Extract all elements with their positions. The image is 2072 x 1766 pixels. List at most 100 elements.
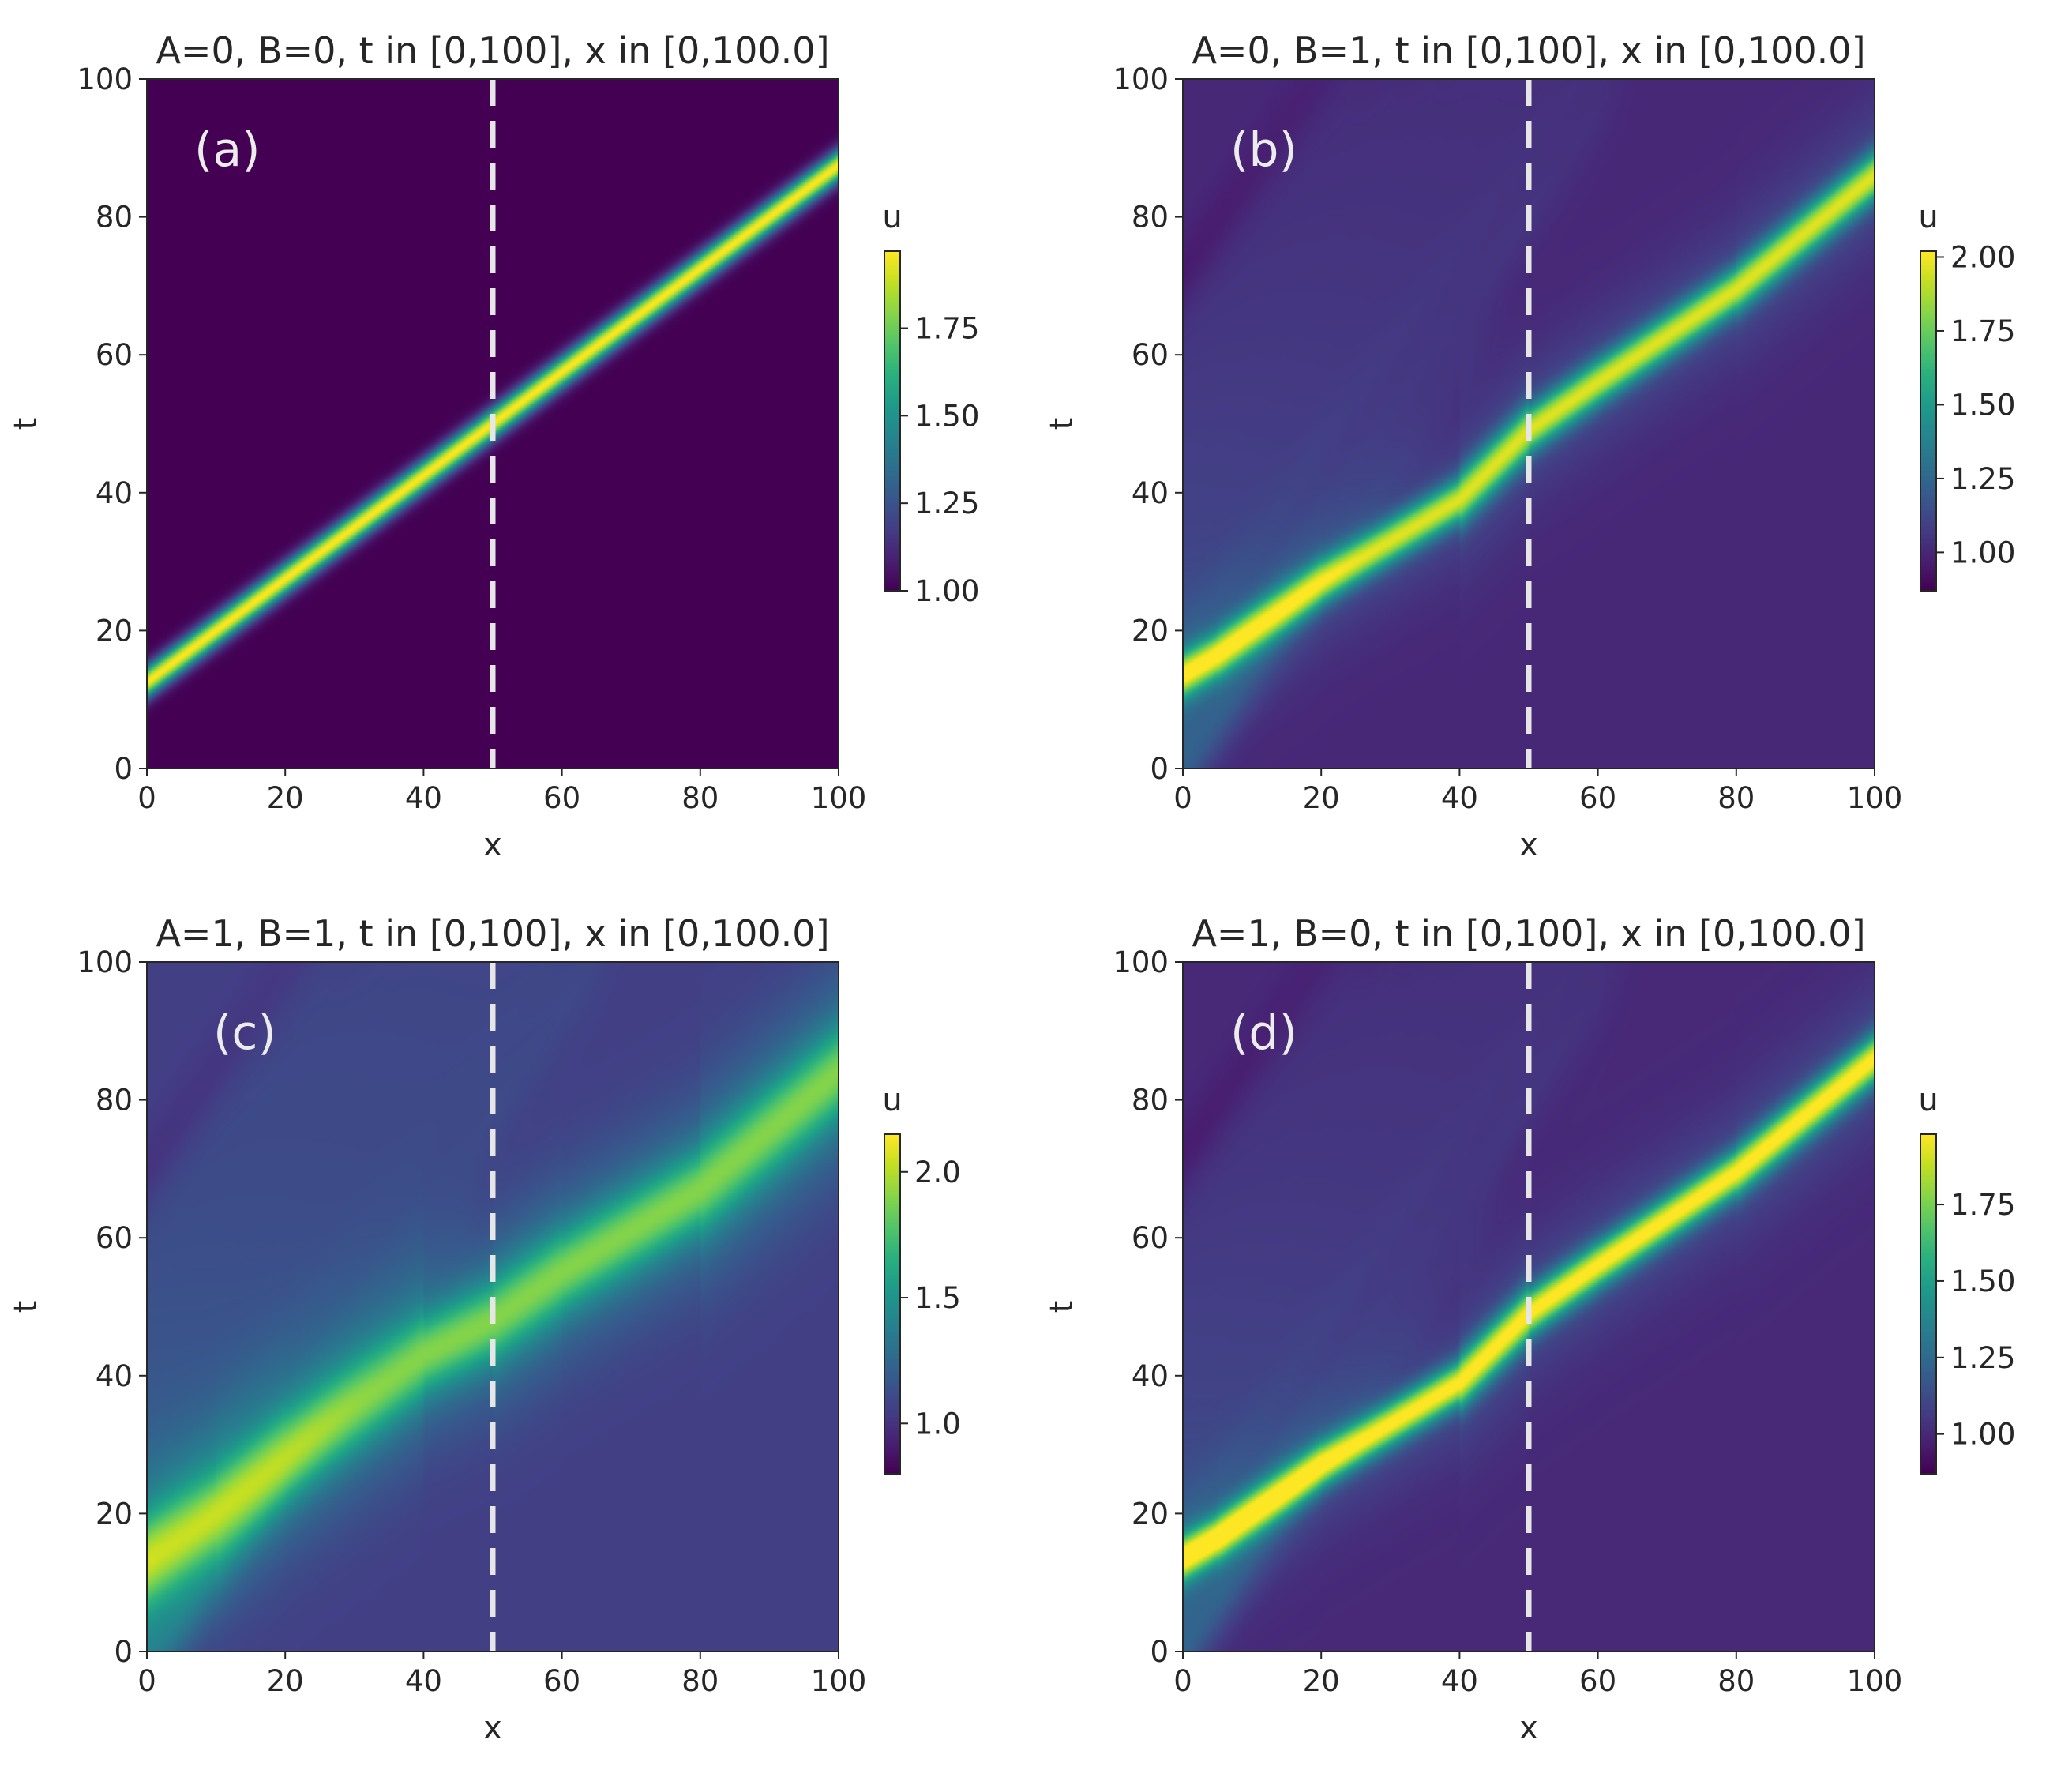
y-tick-label: 0 [114, 752, 133, 786]
colorbar-tick-label: 1.50 [914, 399, 979, 433]
x-axis-label: x [1519, 1710, 1538, 1746]
colorbar-tick-label: 1.75 [914, 312, 979, 346]
colorbar-tick-label: 1.25 [1950, 1341, 2015, 1375]
colorbar-label: u [882, 1082, 902, 1118]
colorbar-tick-label: 1.00 [1950, 535, 2015, 569]
x-tick-label: 20 [267, 1664, 304, 1698]
y-tick-label: 0 [1150, 1635, 1169, 1669]
y-tick-label: 40 [1132, 1359, 1169, 1393]
y-tick-label: 100 [1113, 945, 1169, 979]
colorbar-tick-label: 1.75 [1950, 314, 2015, 348]
colorbar-tick-label: 1.50 [1950, 388, 2015, 422]
colorbar-frame [1920, 250, 1937, 592]
colorbar-tick-label: 1.5 [914, 1281, 961, 1315]
colorbar-tick-label: 2.0 [914, 1155, 961, 1189]
colorbar-tick-label: 1.00 [1950, 1418, 2015, 1452]
colorbar-tick-label: 2.00 [1950, 240, 2015, 274]
y-tick-label: 20 [1132, 1497, 1169, 1531]
chart-svg-d: A=1, B=0, t in [0,100], x in [0,100.0] (d… [1044, 912, 2015, 1746]
chart-svg-a: A=0, B=0, t in [0,100], x in [0,100.0] (a… [8, 29, 979, 863]
chart-title: A=0, B=0, t in [0,100], x in [0,100.0] [156, 29, 829, 72]
colorbar-label: u [1918, 1082, 1938, 1118]
colorbar-label: u [882, 199, 902, 235]
x-axis-label: x [1519, 827, 1538, 863]
x-tick-label: 0 [1173, 781, 1192, 815]
y-axis-label: t [1044, 1301, 1080, 1313]
x-tick-label: 100 [1847, 781, 1903, 815]
x-tick-label: 60 [1579, 1664, 1616, 1698]
x-tick-label: 0 [1173, 1664, 1192, 1698]
panel-label: (b) [1230, 122, 1297, 178]
colorbar-tick-label: 1.00 [914, 574, 979, 608]
x-tick-label: 80 [681, 781, 719, 815]
plot-frame [146, 961, 839, 1652]
colorbar-tick-label: 1.75 [1950, 1188, 2015, 1222]
y-tick-label: 40 [1132, 476, 1169, 510]
x-tick-label: 40 [1441, 1664, 1478, 1698]
colorbar-frame [884, 1133, 901, 1475]
colorbar-frame [884, 250, 901, 592]
x-tick-label: 100 [811, 781, 867, 815]
plot-frame [1182, 961, 1875, 1652]
x-tick-label: 40 [405, 1664, 442, 1698]
x-tick-label: 20 [267, 781, 304, 815]
y-tick-label: 20 [96, 614, 133, 648]
plot-frame [146, 78, 839, 769]
y-tick-label: 20 [96, 1497, 133, 1531]
y-tick-label: 0 [114, 1635, 133, 1669]
colorbar-gradient [884, 251, 900, 591]
x-tick-label: 40 [1441, 781, 1478, 815]
panel-label: (d) [1230, 1005, 1297, 1061]
y-tick-label: 100 [77, 62, 133, 96]
colorbar-tick-label: 1.0 [914, 1407, 961, 1441]
x-tick-label: 20 [1303, 781, 1340, 815]
chart-title: A=1, B=0, t in [0,100], x in [0,100.0] [1192, 912, 1865, 955]
y-tick-label: 40 [96, 476, 133, 510]
colorbar-tick-label: 1.25 [1950, 462, 2015, 496]
y-tick-label: 80 [96, 1084, 133, 1118]
y-tick-label: 80 [1132, 201, 1169, 235]
x-tick-label: 80 [681, 1664, 719, 1698]
y-tick-label: 60 [1132, 338, 1169, 372]
x-tick-label: 20 [1303, 1664, 1340, 1698]
y-tick-label: 100 [1113, 62, 1169, 96]
y-tick-label: 40 [96, 1359, 133, 1393]
x-axis-label: x [483, 827, 502, 863]
colorbar-label: u [1918, 199, 1938, 235]
colorbar-gradient [1920, 1134, 1936, 1474]
x-tick-label: 100 [811, 1664, 867, 1698]
chart-panel-b: A=0, B=1, t in [0,100], x in [0,100.0] (b… [1036, 0, 2072, 883]
chart-panel-a: A=0, B=0, t in [0,100], x in [0,100.0] (a… [0, 0, 1036, 883]
x-axis-label: x [483, 1710, 502, 1746]
panel-label: (a) [194, 122, 261, 178]
colorbar-frame [1920, 1133, 1937, 1475]
x-tick-label: 60 [543, 1664, 580, 1698]
x-tick-label: 0 [137, 1664, 156, 1698]
chart-title: A=0, B=1, t in [0,100], x in [0,100.0] [1192, 29, 1865, 72]
x-tick-label: 60 [543, 781, 580, 815]
y-tick-label: 60 [96, 338, 133, 372]
chart-svg-b: A=0, B=1, t in [0,100], x in [0,100.0] (b… [1044, 29, 2015, 863]
colorbar-tick-label: 1.50 [1950, 1264, 2015, 1298]
y-axis-label: t [1044, 418, 1080, 430]
y-tick-label: 60 [1132, 1221, 1169, 1255]
y-tick-label: 80 [96, 201, 133, 235]
y-tick-label: 80 [1132, 1084, 1169, 1118]
chart-svg-c: A=1, B=1, t in [0,100], x in [0,100.0] (c… [8, 912, 961, 1746]
chart-title: A=1, B=1, t in [0,100], x in [0,100.0] [156, 912, 829, 955]
x-tick-label: 0 [137, 781, 156, 815]
x-tick-label: 40 [405, 781, 442, 815]
y-tick-label: 60 [96, 1221, 133, 1255]
x-tick-label: 60 [1579, 781, 1616, 815]
x-tick-label: 80 [1717, 1664, 1755, 1698]
panel-label: (c) [213, 1005, 276, 1061]
x-tick-label: 80 [1717, 781, 1755, 815]
plot-frame [1182, 78, 1875, 769]
y-tick-label: 0 [1150, 752, 1169, 786]
y-tick-label: 100 [77, 945, 133, 979]
colorbar-tick-label: 1.25 [914, 487, 979, 520]
chart-panel-c: A=1, B=1, t in [0,100], x in [0,100.0] (c… [0, 883, 1036, 1766]
y-axis-label: t [8, 1301, 44, 1313]
x-tick-label: 100 [1847, 1664, 1903, 1698]
colorbar-gradient [884, 1134, 900, 1474]
